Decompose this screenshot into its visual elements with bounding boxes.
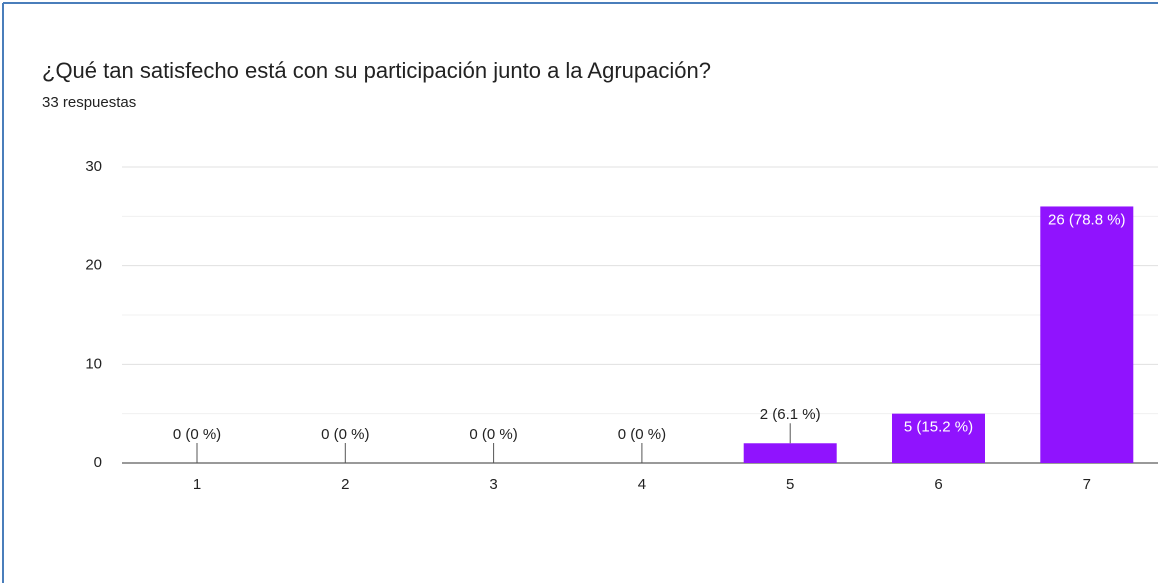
y-tick-label: 20 <box>85 257 102 274</box>
x-tick-label: 2 <box>341 476 349 493</box>
data-label: 2 (6.1 %) <box>760 406 821 423</box>
x-tick-label: 6 <box>934 476 942 493</box>
data-label: 5 (15.2 %) <box>904 419 973 436</box>
y-tick-label: 0 <box>94 454 102 471</box>
x-tick-label: 3 <box>489 476 497 493</box>
bar <box>1040 206 1134 463</box>
chart-subtitle: 33 respuestas <box>42 94 136 111</box>
bar <box>743 443 837 463</box>
data-label: 0 (0 %) <box>173 426 221 443</box>
bar <box>892 413 985 463</box>
data-label: 0 (0 %) <box>321 426 369 443</box>
y-tick-label: 10 <box>85 355 102 372</box>
x-tick-label: 7 <box>1083 476 1091 493</box>
data-label: 0 (0 %) <box>618 426 666 443</box>
y-tick-label: 30 <box>85 158 102 175</box>
data-label: 26 (78.8 %) <box>1048 211 1126 228</box>
x-tick-label: 5 <box>786 476 794 493</box>
data-label: 0 (0 %) <box>469 426 517 443</box>
chart-title: ¿Qué tan satisfecho está con su particip… <box>42 58 711 83</box>
x-tick-label: 4 <box>638 476 646 493</box>
x-tick-label: 1 <box>193 476 201 493</box>
